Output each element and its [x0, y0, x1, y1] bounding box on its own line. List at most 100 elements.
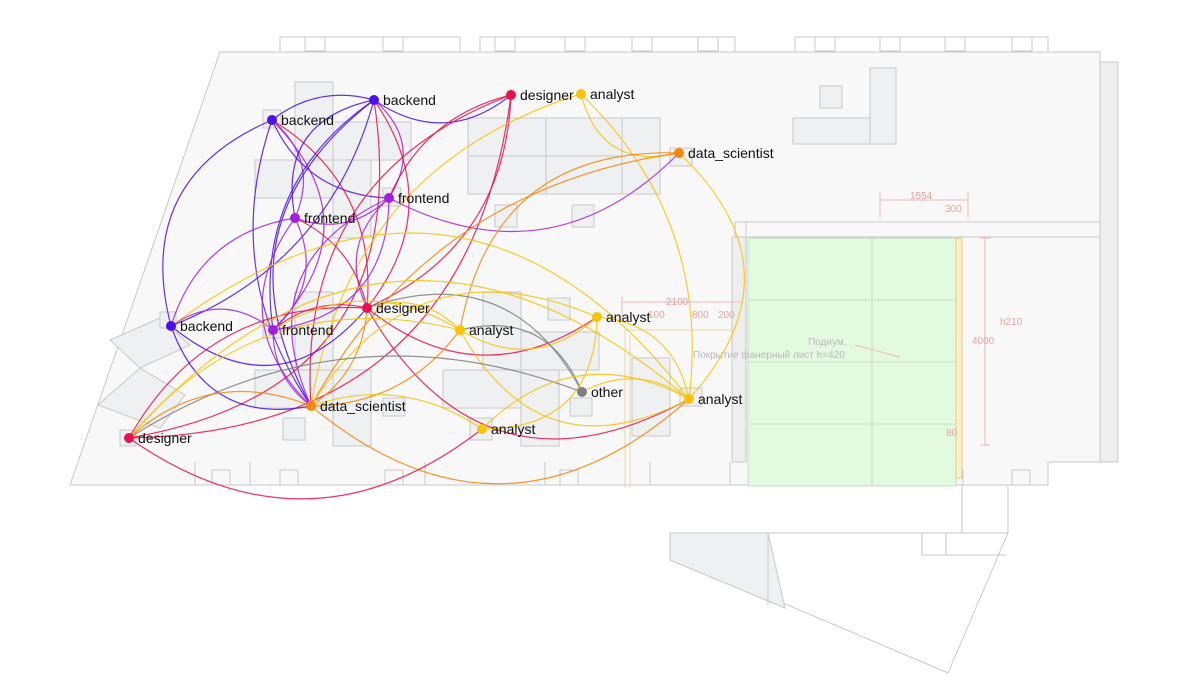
edge-n5-n14 [678, 152, 745, 400]
podium-label: Покрытие фанерный лист h=420 [693, 349, 845, 361]
node-designer-n3[interactable] [506, 90, 516, 100]
node-designer-n8[interactable] [362, 303, 372, 313]
desk [332, 121, 412, 161]
dim-line [879, 192, 969, 218]
edge-n8-n13 [366, 293, 583, 393]
desk [792, 117, 872, 145]
dim-label: 80 [946, 428, 958, 439]
edge-n1-n15 [252, 119, 312, 407]
edge-n7-n9 [170, 217, 296, 327]
dim-label: 800 [692, 310, 709, 321]
edge-n2-n6 [373, 99, 404, 199]
edge-n1-n7 [271, 119, 305, 219]
edge-n1-n9 [162, 119, 273, 327]
node-label-n15: data_scientist [320, 398, 406, 414]
bottom-wall [194, 462, 731, 485]
edge-n6-n10 [272, 197, 390, 331]
window [1011, 469, 1031, 486]
node-label-n2: backend [383, 92, 436, 108]
edge-n8-n9 [170, 307, 368, 366]
edge-n5-n6 [388, 152, 680, 232]
node-label-n17: designer [138, 430, 192, 446]
edge-n14-n16 [481, 373, 690, 430]
window [631, 36, 653, 52]
node-backend-n1[interactable] [267, 115, 277, 125]
desk [569, 397, 593, 417]
dim-label: 300 [945, 204, 962, 215]
edge-n9-n14 [170, 232, 690, 400]
edge-n7-n15 [261, 217, 312, 407]
edge-n13-n17 [128, 355, 583, 439]
node-backend-n2[interactable] [369, 95, 379, 105]
node-frontend-n10[interactable] [268, 325, 278, 335]
edge-n11-n15 [310, 329, 461, 407]
desk [282, 417, 306, 441]
edge-n4-n15 [310, 93, 582, 407]
window [814, 36, 836, 52]
desk [819, 85, 843, 109]
node-backend-n9[interactable] [166, 321, 176, 331]
edge-n1-n2 [271, 94, 375, 121]
window [279, 469, 299, 486]
node-analyst-n4[interactable] [576, 89, 586, 99]
node-analyst-n12[interactable] [592, 312, 602, 322]
node-label-n11: analyst [469, 322, 513, 338]
node-frontend-n7[interactable] [290, 213, 300, 223]
dim-label: 200 [718, 310, 735, 321]
window [944, 36, 966, 52]
node-designer-n17[interactable] [124, 433, 134, 443]
desk [467, 155, 547, 195]
window [559, 469, 579, 486]
node-label-n1: backend [281, 112, 334, 128]
desk [332, 369, 372, 447]
desk [545, 155, 625, 195]
node-analyst-n14[interactable] [684, 394, 694, 404]
edge-n10-n15 [272, 329, 312, 407]
annex-interior [669, 532, 786, 609]
node-analyst-n11[interactable] [455, 325, 465, 335]
annex-walls [767, 485, 1009, 605]
edge-n12-n15 [310, 291, 598, 407]
connection-edges [128, 93, 745, 500]
desk [442, 369, 522, 409]
node-label-n7: frontend [304, 210, 355, 226]
dim-line [980, 237, 990, 446]
dimension-lines [621, 192, 990, 446]
dim-label: 1554 [910, 191, 933, 202]
window [697, 36, 719, 52]
dim-label: 2100 [666, 297, 689, 308]
node-analyst-n16[interactable] [477, 424, 487, 434]
desk [545, 117, 625, 157]
node-label-n9: backend [180, 318, 233, 334]
node-label-n8: designer [376, 300, 430, 316]
node-data_scientist-n15[interactable] [306, 401, 316, 411]
edge-n9-n15 [170, 325, 312, 410]
node-label-n14: analyst [698, 391, 742, 407]
desk [494, 204, 518, 228]
node-data_scientist-n5[interactable] [674, 148, 684, 158]
edge-n3-n15 [309, 94, 512, 407]
edge-n6-n7 [294, 197, 390, 225]
podium-grid [748, 238, 956, 486]
desk [382, 397, 406, 417]
node-frontend-n6[interactable] [384, 193, 394, 203]
edge-n1-n6 [271, 119, 390, 199]
window [304, 36, 326, 52]
podium-edge [955, 237, 963, 479]
node-other-n13[interactable] [577, 387, 587, 397]
edge-n6-n8 [355, 197, 390, 309]
edge-n15-n17 [128, 390, 312, 439]
node-label-n5: data_scientist [688, 145, 774, 161]
node-label-n12: analyst [606, 309, 650, 325]
edge-n9-n10 [170, 308, 274, 331]
edge-n4-n14 [580, 93, 693, 400]
edge-n2-n15 [272, 99, 375, 407]
edge-n8-n14 [366, 307, 690, 440]
desk [869, 67, 897, 145]
top-wall [279, 36, 1049, 52]
dim-label: h210 [1000, 317, 1023, 328]
edge-n14-n15 [310, 398, 690, 485]
edge-n14-n17 [128, 280, 690, 439]
edge-n7-n10 [272, 217, 307, 331]
